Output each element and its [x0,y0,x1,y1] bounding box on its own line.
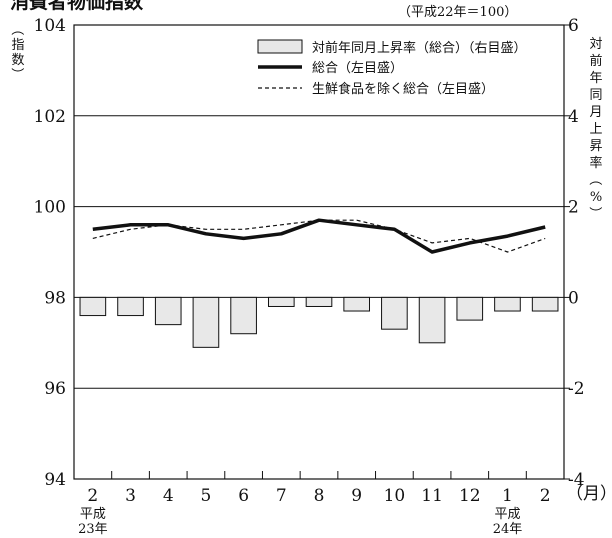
gridlines [74,115,564,389]
axis-label-char: ） [587,206,602,219]
chart-title: 消費者物価指数 [10,0,144,13]
axis-label-char: 数 [11,53,24,68]
line-series [92,218,546,254]
x-tick-label: 10 [384,486,406,506]
axis-label-char: 同 [589,88,602,103]
bar [531,296,559,312]
left-tick-label: 100 [34,198,66,218]
axis-label-char: 年 [589,71,602,86]
base-note: （平成22年＝100） [398,5,517,20]
x-tick-label: 8 [314,486,325,506]
axis-label-char: 昇 [589,139,602,154]
solid-line-series [92,218,546,254]
axis-label-char: 月 [589,105,602,120]
left-axis-label: （ 指数） [9,22,25,80]
bar [418,296,446,344]
bar [456,296,484,321]
x-tick-label: 2 [87,486,98,506]
axis-label-char: ） [9,67,24,80]
right-tick-label: -2 [568,379,585,399]
year-label: 23年 [78,522,108,537]
x-unit-label: （月） [566,484,612,504]
legend-bar-label: 対前年同月上昇率（総合）（右目盛） [312,40,527,56]
axis-label-char: % [590,190,602,205]
bar [79,296,107,317]
plot-frame [73,24,565,480]
bar [154,296,182,326]
left-tick-label: 96 [44,379,66,399]
axis-label-char: 率 [589,155,602,171]
axis-label-char: 対 [589,37,602,52]
right-tick-label: 0 [568,288,579,308]
right-axis-ticks: -4 -2 0 2 4 6 [564,16,585,490]
legend: 対前年同月上昇率（総合）（右目盛） 総合（左目盛） 生鮮食品を除く総合（左目盛） [257,39,527,97]
bar [381,296,408,330]
right-tick-label: -4 [568,470,585,490]
bar [192,296,220,348]
right-tick-label: 6 [568,16,579,36]
x-tick-label: 7 [276,486,287,506]
bar-series [79,296,559,348]
axis-label-char: 指 [11,38,24,53]
left-tick-label: 94 [44,470,66,490]
year-label: 24年 [493,522,523,537]
axis-label-char: （ [587,172,602,185]
era-label: 平成 [494,507,520,522]
x-tick-label: 2 [540,486,551,506]
x-tick-label: 11 [421,486,443,506]
x-tick-label: 3 [125,486,136,506]
bar [494,296,521,312]
axis-label-char: （ [9,22,24,35]
bar [343,296,371,312]
legend-solid-label: 総合（左目盛） [312,61,403,76]
x-tick-label: 5 [201,486,212,506]
right-axis-label: 対前年同月上昇率（%） [587,37,603,220]
legend-bar-swatch [257,39,303,54]
right-tick-label: 4 [568,107,579,127]
era-label: 平成 [80,507,106,522]
x-tick-label: 9 [351,486,362,506]
left-tick-label: 102 [34,107,66,127]
right-tick-label: 2 [568,198,579,218]
bar [230,296,257,335]
bar [305,296,333,307]
x-tick-label: 1 [502,486,513,506]
bar [117,296,144,317]
x-tick-label: 4 [163,486,174,506]
left-axis-ticks: 94 96 98 100 102 104 [34,16,66,490]
x-tick-label: 6 [238,486,249,506]
bar [267,296,295,307]
x-tick-label: 12 [459,486,481,506]
left-tick-label: 98 [44,288,66,308]
legend-dashed-label: 生鮮食品を除く総合（左目盛） [312,81,494,97]
axis-label-char: 前 [589,53,602,69]
axis-label-char: 上 [589,122,602,137]
left-tick-label: 104 [34,16,66,36]
